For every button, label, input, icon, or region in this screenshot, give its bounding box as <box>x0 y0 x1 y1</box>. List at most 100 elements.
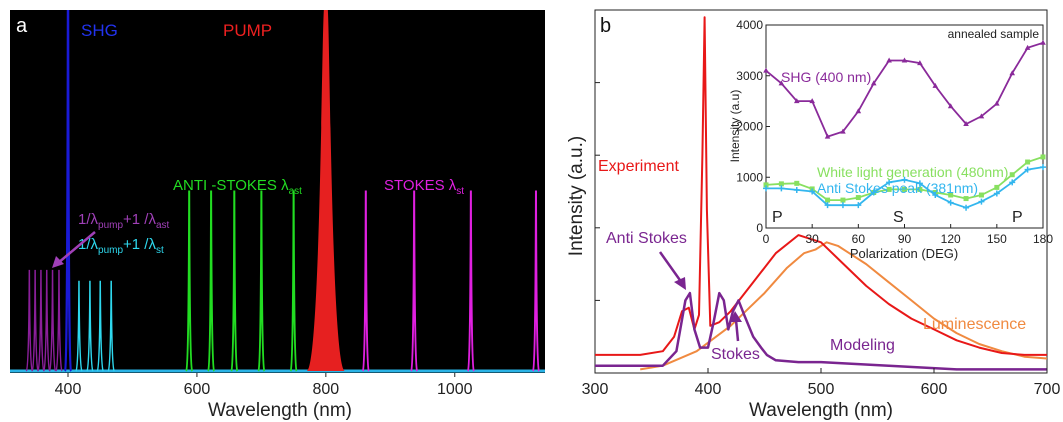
panel-b-xtick-label: 700 <box>1034 381 1061 398</box>
inset-letter-s: S <box>893 209 904 226</box>
inset-point-1-13 <box>963 196 969 202</box>
panel-b-xtick-label: 300 <box>582 381 609 398</box>
panel-b-xtick-label: 400 <box>695 381 722 398</box>
sum-st-label: 1/λpump+1 /λst <box>78 236 164 256</box>
inset-point-1-5 <box>840 197 846 203</box>
inset-point-0-17 <box>1024 44 1031 50</box>
panel-b-xtick-label: 500 <box>808 381 835 398</box>
peak-a-0-1 <box>31 269 39 372</box>
anti-stokes-label: ANTI -STOKES λast <box>173 177 302 197</box>
peak-a-5-1 <box>410 190 419 372</box>
inset-legend-white-light: White light generation (480nm) <box>817 164 1008 180</box>
inset-point-2-6 <box>855 202 862 209</box>
panel-a-xtick-label: 800 <box>312 381 339 398</box>
peak-a-1-2 <box>96 280 104 372</box>
luminescence-label: Luminescence <box>923 316 1026 333</box>
inset-point-0-12 <box>947 103 954 109</box>
inset-point-0-11 <box>932 82 939 88</box>
stokes-arrowhead <box>730 311 742 322</box>
inset-xtick-label: 0 <box>763 232 770 246</box>
inset-point-0-1 <box>778 80 785 86</box>
inset-point-2-16 <box>1009 179 1016 186</box>
inset-point-0-14 <box>978 113 985 119</box>
sum-ast-label: 1/λpump+1 /λast <box>78 211 170 231</box>
inset-point-2-15 <box>993 190 1000 197</box>
panel-a-xtick-label: 600 <box>184 381 211 398</box>
inset-point-1-4 <box>825 197 831 203</box>
panel-a-xlabel: Wavelength (nm) <box>208 400 352 421</box>
inset-point-1-16 <box>1009 172 1015 178</box>
inset-point-0-16 <box>1009 70 1016 76</box>
peak-a-5-0 <box>361 190 370 372</box>
pump-label: PUMP <box>223 21 272 40</box>
inset-point-1-0 <box>763 182 769 188</box>
panel-b-ylabel: Intensity (a.u.) <box>566 136 587 256</box>
modeling-label: Modeling <box>830 337 895 354</box>
panel-a-xtick-label: 1000 <box>437 381 473 398</box>
inset-xtick-label: 60 <box>852 232 866 246</box>
peak-a-5-2 <box>466 190 475 372</box>
inset-point-2-4 <box>824 202 831 209</box>
inset-point-2-11 <box>932 192 939 199</box>
peak-a-3-3 <box>257 190 266 372</box>
inset-point-1-10 <box>917 186 923 192</box>
inset-point-1-17 <box>1025 159 1031 165</box>
shg-label: SHG <box>81 21 118 40</box>
inset-xtick-label: 150 <box>987 232 1007 246</box>
inset-point-0-18 <box>1040 39 1046 45</box>
panel-b-label: b <box>600 15 611 37</box>
inset-point-0-8 <box>886 57 892 63</box>
inset-point-0-6 <box>855 108 862 114</box>
peak-a-2-0 <box>63 9 73 372</box>
stokes-label: STOKES λst <box>384 177 464 197</box>
inset-letter-p-left: P <box>772 209 783 226</box>
peak-a-1-3 <box>107 280 115 372</box>
peak-a-4-0 <box>306 10 346 371</box>
peak-a-0-5 <box>55 269 63 372</box>
peak-a-1-1 <box>86 280 94 372</box>
peak-a-0-3 <box>43 269 51 372</box>
anti-stokes-b-label: Anti Stokes <box>606 230 687 247</box>
panel-a-plot-area <box>10 10 545 373</box>
inset-plot-area <box>765 24 1044 229</box>
peak-a-3-2 <box>230 190 239 372</box>
inset-legend-anti-stokes: Anti Stokes peak (381nm) <box>817 180 978 196</box>
panel-a-xtick-label: 400 <box>55 381 82 398</box>
inset-point-2-5 <box>839 202 846 209</box>
peak-a-0-0 <box>25 269 34 372</box>
inset-point-2-8 <box>886 179 893 186</box>
peak-a-0-4 <box>48 269 57 372</box>
inset-point-0-2 <box>793 98 800 104</box>
inset-xtick-label: 180 <box>1033 232 1053 246</box>
inset-point-0-5 <box>840 128 846 134</box>
inset-point-0-13 <box>963 120 969 126</box>
peak-a-1-0 <box>75 280 83 372</box>
stokes-arrow <box>734 319 740 342</box>
peak-a-3-4 <box>289 190 298 372</box>
inset-point-1-9 <box>902 186 907 192</box>
inset-point-2-0 <box>763 185 769 192</box>
peak-a-3-1 <box>207 190 216 372</box>
inset-chart: 0 30 60 90 120 150 180 0 1000 2000 3000 4000 anneal… <box>728 18 1053 261</box>
stokes-b-label: Stokes <box>711 346 760 363</box>
inset-point-0-10 <box>917 60 923 66</box>
panel-a-label: a <box>16 15 28 37</box>
inset-point-0-15 <box>994 100 1000 106</box>
inset-point-1-14 <box>978 192 984 198</box>
inset-point-1-15 <box>994 184 1000 190</box>
inset-point-2-18 <box>1040 164 1046 171</box>
series-line-experiment <box>595 16 1047 356</box>
inset-letter-p-right: P <box>1012 209 1023 226</box>
inset-xtick-label: 30 <box>805 232 819 246</box>
inset-point-1-12 <box>948 192 954 198</box>
inset-title: annealed sample <box>948 27 1040 41</box>
inset-point-1-8 <box>886 186 892 192</box>
peak-a-3-0 <box>185 190 194 372</box>
inset-legend-shg: SHG (400 nm) <box>781 69 871 85</box>
inset-point-1-1 <box>778 181 784 187</box>
inset-point-2-12 <box>947 199 954 206</box>
inset-point-0-9 <box>901 57 908 63</box>
inset-point-2-13 <box>963 204 970 211</box>
series-line-modeling <box>595 291 1047 371</box>
inset-point-1-6 <box>855 195 861 201</box>
